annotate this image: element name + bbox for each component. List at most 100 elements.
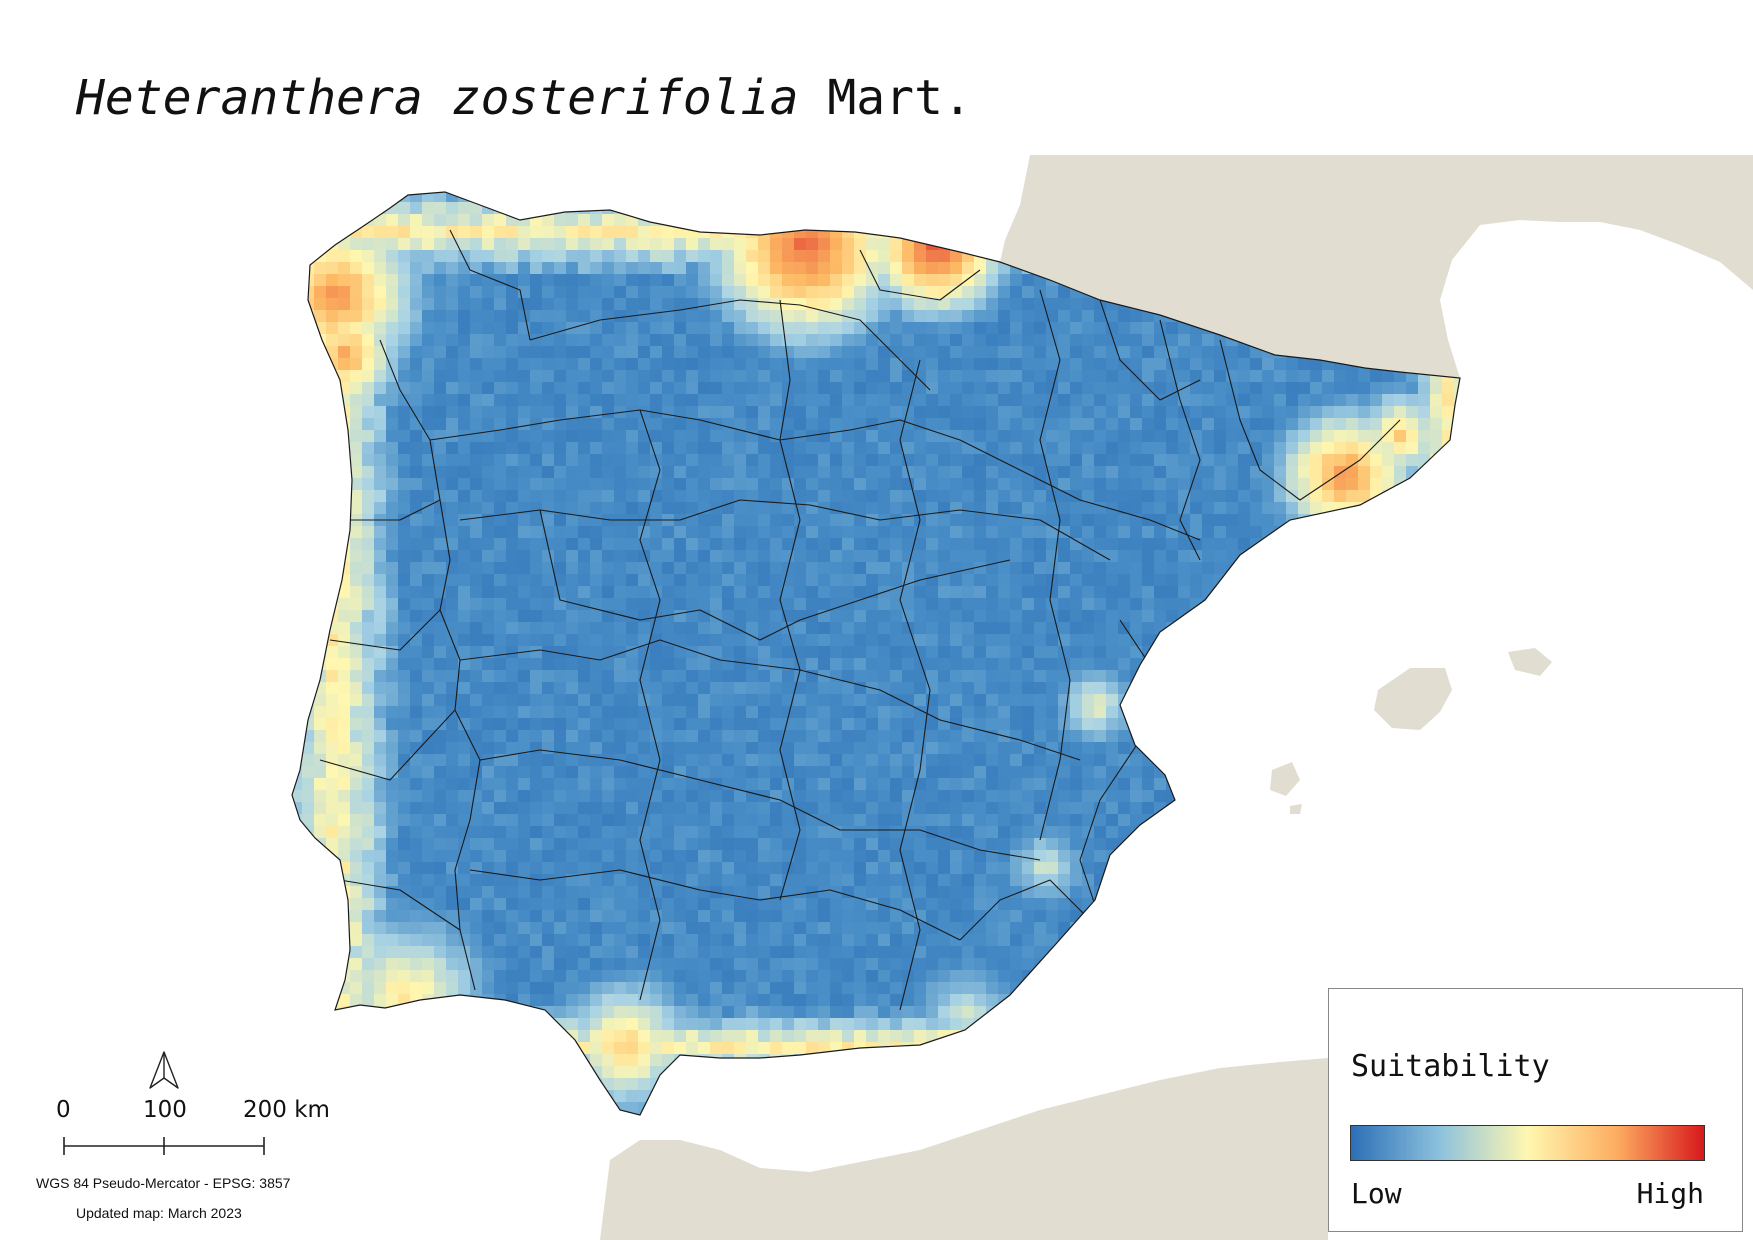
raster-cell bbox=[1214, 502, 1227, 515]
raster-cell bbox=[362, 202, 375, 215]
raster-cell bbox=[902, 250, 915, 263]
raster-cell bbox=[890, 406, 903, 419]
raster-cell bbox=[770, 502, 783, 515]
raster-cell bbox=[626, 574, 639, 587]
raster-cell bbox=[398, 262, 411, 275]
raster-cell bbox=[350, 574, 363, 587]
raster-cell bbox=[1274, 622, 1287, 635]
raster-cell bbox=[1298, 466, 1311, 479]
raster-cell bbox=[566, 718, 579, 731]
raster-cell bbox=[1274, 706, 1287, 719]
raster-cell bbox=[1214, 562, 1227, 575]
raster-cell bbox=[1418, 574, 1431, 587]
raster-cell bbox=[1010, 586, 1023, 599]
raster-cell bbox=[1454, 718, 1460, 731]
raster-cell bbox=[350, 766, 363, 779]
raster-cell bbox=[686, 202, 699, 215]
raster-cell bbox=[1250, 634, 1263, 647]
raster-cell bbox=[866, 358, 879, 371]
raster-cell bbox=[722, 442, 735, 455]
raster-cell bbox=[1082, 682, 1095, 695]
raster-cell bbox=[1286, 586, 1299, 599]
raster-cell bbox=[758, 226, 771, 239]
raster-cell bbox=[1190, 766, 1203, 779]
raster-cell bbox=[842, 286, 855, 299]
raster-cell bbox=[890, 382, 903, 395]
raster-cell bbox=[674, 214, 687, 227]
raster-cell bbox=[722, 526, 735, 539]
raster-cell bbox=[662, 238, 675, 251]
raster-cell bbox=[422, 694, 435, 707]
raster-cell bbox=[674, 754, 687, 767]
raster-cell bbox=[590, 538, 603, 551]
raster-cell bbox=[578, 622, 591, 635]
raster-cell bbox=[686, 286, 699, 299]
raster-cell bbox=[686, 538, 699, 551]
raster-cell bbox=[1466, 370, 1479, 383]
raster-cell bbox=[686, 550, 699, 563]
raster-cell bbox=[1094, 706, 1107, 719]
raster-cell bbox=[302, 238, 315, 251]
raster-cell bbox=[1322, 634, 1335, 647]
raster-cell bbox=[950, 334, 963, 347]
raster-cell bbox=[674, 538, 687, 551]
raster-cell bbox=[986, 610, 999, 623]
raster-cell bbox=[518, 442, 531, 455]
raster-cell bbox=[1022, 718, 1035, 731]
raster-cell bbox=[434, 214, 447, 227]
raster-cell bbox=[1010, 718, 1023, 731]
raster-cell bbox=[350, 694, 363, 707]
raster-cell bbox=[590, 622, 603, 635]
raster-cell bbox=[758, 574, 771, 587]
raster-cell bbox=[782, 766, 795, 779]
raster-cell bbox=[746, 418, 759, 431]
raster-cell bbox=[986, 502, 999, 515]
raster-cell bbox=[1046, 358, 1059, 371]
raster-cell bbox=[554, 718, 567, 731]
raster-cell bbox=[866, 370, 879, 383]
raster-cell bbox=[782, 634, 795, 647]
raster-cell bbox=[542, 346, 555, 359]
raster-cell bbox=[422, 778, 435, 791]
raster-cell bbox=[1466, 430, 1479, 443]
raster-cell bbox=[350, 382, 363, 395]
raster-cell bbox=[1022, 574, 1035, 587]
raster-cell bbox=[1106, 502, 1119, 515]
raster-cell bbox=[1226, 466, 1239, 479]
raster-cell bbox=[1046, 646, 1059, 659]
raster-cell bbox=[662, 358, 675, 371]
raster-cell bbox=[734, 526, 747, 539]
raster-cell bbox=[1070, 634, 1083, 647]
raster-cell bbox=[1250, 730, 1263, 743]
raster-cell bbox=[292, 202, 303, 215]
raster-cell bbox=[542, 274, 555, 287]
raster-cell bbox=[998, 418, 1011, 431]
raster-cell bbox=[1406, 538, 1419, 551]
raster-cell bbox=[938, 466, 951, 479]
raster-cell bbox=[1274, 550, 1287, 563]
raster-cell bbox=[1466, 298, 1479, 311]
raster-cell bbox=[854, 214, 867, 227]
raster-cell bbox=[338, 670, 351, 683]
raster-cell bbox=[710, 730, 723, 743]
raster-cell bbox=[1358, 454, 1371, 467]
raster-cell bbox=[422, 718, 435, 731]
raster-cell bbox=[722, 322, 735, 335]
raster-cell bbox=[686, 778, 699, 791]
raster-cell bbox=[758, 418, 771, 431]
raster-cell bbox=[902, 226, 915, 239]
raster-cell bbox=[494, 514, 507, 527]
raster-cell bbox=[1442, 610, 1455, 623]
raster-cell bbox=[362, 192, 375, 203]
raster-cell bbox=[1130, 418, 1143, 431]
raster-cell bbox=[602, 550, 615, 563]
raster-cell bbox=[614, 598, 627, 611]
raster-cell bbox=[1118, 610, 1131, 623]
raster-cell bbox=[1106, 586, 1119, 599]
raster-cell bbox=[722, 634, 735, 647]
raster-cell bbox=[866, 334, 879, 347]
raster-cell bbox=[482, 274, 495, 287]
raster-cell bbox=[746, 250, 759, 263]
raster-cell bbox=[806, 562, 819, 575]
raster-cell bbox=[292, 562, 303, 575]
